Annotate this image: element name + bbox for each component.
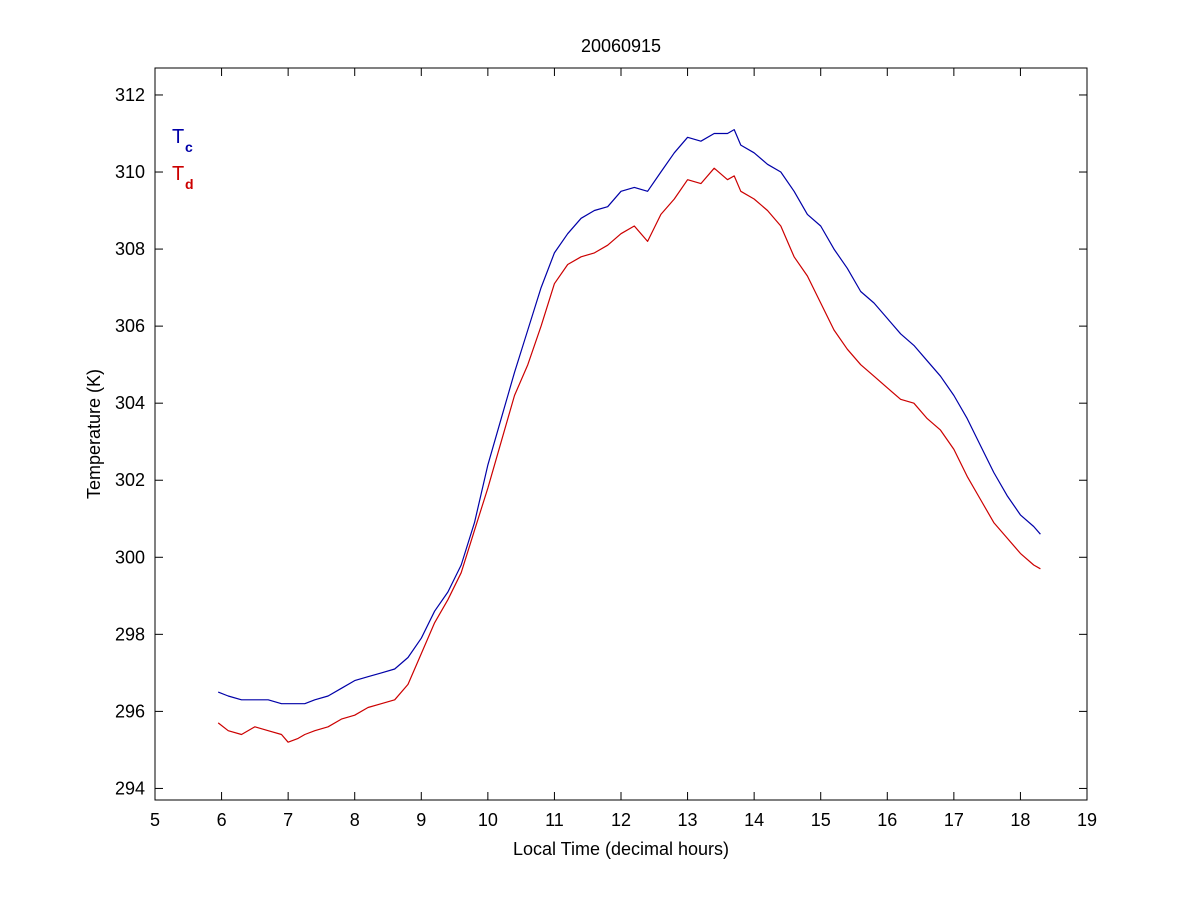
y-tick-label: 298 [115, 624, 145, 644]
x-tick-label: 8 [350, 810, 360, 830]
y-tick-label: 300 [115, 547, 145, 567]
legend-label: T [172, 126, 184, 148]
x-tick-label: 16 [877, 810, 897, 830]
series-line-T-d [217, 167, 1041, 743]
y-tick-label: 310 [115, 162, 145, 182]
x-tick-label: 15 [811, 810, 831, 830]
text-layer: 5 6 7 8 9 10 11 12 13 14 15 16 17 18 19 294 296 298 300 302… [84, 36, 1097, 859]
y-tick-label: 296 [115, 701, 145, 721]
y-tick-label: 312 [115, 85, 145, 105]
chart-title: 20060915 [581, 36, 661, 56]
legend-subscript: d [185, 176, 194, 192]
legend-subscript: c [185, 139, 193, 155]
x-tick-label: 12 [611, 810, 631, 830]
axes-layer [154, 67, 1088, 801]
x-tick-label: 7 [283, 810, 293, 830]
y-tick-label: 308 [115, 239, 145, 259]
series-line-T-c [217, 129, 1041, 705]
x-tick-label: 13 [678, 810, 698, 830]
plot-layer [217, 129, 1041, 743]
x-axis-label: Local Time (decimal hours) [513, 839, 729, 859]
y-tick-label: 306 [115, 316, 145, 336]
x-tick-label: 11 [545, 810, 564, 830]
legend-label: T [172, 163, 184, 185]
y-axis-label: Temperature (K) [84, 369, 104, 499]
x-tick-label: 9 [416, 810, 426, 830]
x-tick-label: 5 [150, 810, 160, 830]
x-tick-label: 14 [744, 810, 764, 830]
x-tick-label: 18 [1010, 810, 1030, 830]
y-tick-label: 304 [115, 393, 145, 413]
x-tick-label: 10 [478, 810, 498, 830]
y-tick-label: 302 [115, 470, 145, 490]
y-tick-label: 294 [115, 778, 145, 798]
x-tick-label: 6 [217, 810, 227, 830]
x-tick-label: 19 [1077, 810, 1097, 830]
x-tick-label: 17 [944, 810, 964, 830]
